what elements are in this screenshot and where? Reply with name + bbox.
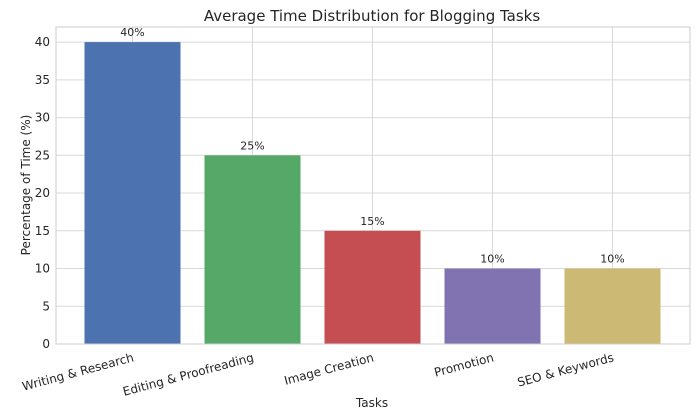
bar (84, 42, 181, 344)
y-tick-label: 40 (35, 35, 50, 49)
chart-title: Average Time Distribution for Blogging T… (204, 7, 541, 25)
y-tick-label: 35 (35, 73, 50, 87)
x-tick-label: Promotion (433, 350, 496, 379)
y-tick-label: 5 (42, 299, 50, 313)
y-tick-label: 0 (42, 337, 50, 351)
bar (564, 268, 661, 344)
y-tick-label: 25 (35, 148, 50, 162)
data-labels: 40% 25% 15% 10% 10% (120, 26, 624, 265)
bar (204, 155, 301, 344)
x-tick-label: Editing & Proofreading (121, 350, 255, 398)
y-tick-label: 15 (35, 224, 50, 238)
x-tick-label: Writing & Research (21, 350, 136, 393)
plot-frame (55, 26, 691, 345)
bar-data-label: 15% (360, 215, 384, 228)
bar-data-label: 10% (480, 253, 504, 266)
bar (324, 230, 421, 344)
y-tick-label: 20 (35, 186, 50, 200)
bar-data-label: 40% (120, 26, 144, 39)
bars (84, 42, 661, 344)
y-tick-labels: 0 5 10 15 20 25 30 35 40 (35, 35, 50, 351)
y-tick-label: 10 (35, 262, 50, 276)
bar-data-label: 10% (600, 253, 624, 266)
x-tick-label: Image Creation (283, 350, 376, 387)
y-axis-label: Percentage of Time (%) (19, 115, 33, 256)
y-tick-label: 30 (35, 111, 50, 125)
bar-data-label: 25% (240, 139, 264, 152)
x-axis-label: Tasks (355, 396, 388, 410)
x-tick-label: SEO & Keywords (516, 350, 615, 389)
bar (444, 268, 541, 344)
